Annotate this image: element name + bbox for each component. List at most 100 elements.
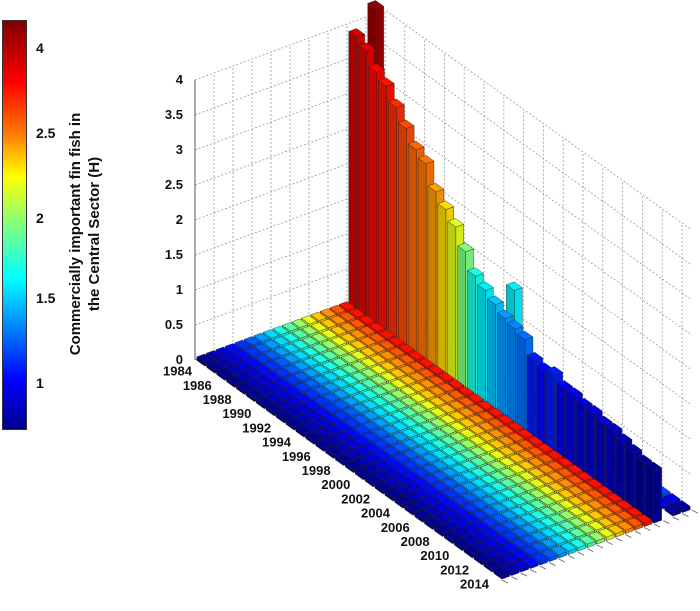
bar-side [497,312,506,418]
floor-tile-top [353,446,371,456]
floor-tile-top [470,467,488,477]
x-tick [520,572,528,577]
x-tick [587,548,594,553]
floor-tile-top [408,350,425,361]
floor-tile-top [508,464,526,474]
floor-tile-top [531,552,549,562]
floor-tile-top [392,453,410,463]
floor-tile-top [418,379,436,389]
floor-tile-top [390,389,408,399]
floor-tile-top [597,528,615,538]
floor-tile-top [547,460,564,471]
floor-tile-top [478,421,495,431]
bar-top [556,380,573,390]
bar-side [576,400,585,474]
floor-tile-top [284,385,301,395]
floor-tile-top [480,474,497,484]
floor-tile-top [527,446,545,456]
floor-tile-top [343,417,360,427]
floor-tile-top [364,463,381,473]
floor-tile-top [511,527,528,538]
floor-tile-top [323,403,341,413]
bar-side [487,298,496,410]
floor-tile-top [473,552,491,562]
bar-top [615,433,633,443]
floor-tile-top [489,471,507,481]
bar-front [653,467,662,524]
floor-tile-top [467,393,485,403]
floor-tile-top [530,531,548,541]
floor-tile-top [305,431,322,441]
floor-tile-top [363,453,381,463]
floor-tile-top [264,382,282,392]
bar-side [427,185,437,368]
floor-tile-top [310,311,328,321]
floor-tile-top [423,506,441,516]
floor-tile-top [343,428,361,438]
floor-tile-top [497,414,514,424]
floor-tile-top [483,559,501,569]
bar-top [407,140,425,150]
bar-top [367,0,385,10]
floor-tile-top [501,531,519,541]
z-tick-label: 3 [176,142,183,157]
floor-tile-top [548,492,566,502]
floor-tile-top [361,389,379,399]
floor-tile-top [325,446,342,456]
bar-top [368,63,385,73]
floor-tile-top [274,378,292,388]
bar-side [447,220,457,382]
floor-tile-top [374,470,391,481]
floor-tile-top [431,471,449,481]
floor-tile-top [443,520,461,530]
floor-tile-top [452,495,469,506]
floor-tile-top [408,372,426,382]
floor-tile-top [578,535,596,545]
floor-tile-top [433,524,451,534]
floor-tile-top [596,485,613,495]
floor-tile-top [414,509,431,520]
floor-tile-top [459,428,476,438]
z-tick-label: 1 [176,282,183,297]
floor-tile-top [509,474,526,485]
floor-tile-top [479,443,496,453]
floor-tile-top [418,358,435,368]
floor-tile-top [398,343,415,353]
floor-tile-top [384,488,402,498]
floor-tile-top [363,432,380,442]
floor-tile-top [389,379,407,389]
floor-tile-top [558,499,575,509]
floor-tile-top [512,559,530,569]
x-tick [672,516,680,521]
floor-tile-top [285,417,303,427]
floor-tile-top [448,389,465,400]
floor-tile-top [437,372,455,382]
bar-top [566,387,583,397]
floor-tile-top [295,424,313,434]
floor-tile-top [517,450,535,460]
floor-tile-top [373,460,391,470]
floor-tile-top [411,446,429,456]
floor-tile-top [438,393,456,403]
floor-tile-top [265,403,283,413]
floor-tile-top [606,503,624,513]
z-tick-label: 1.5 [165,247,183,262]
floor-tile-top [264,361,281,371]
floor-tile-top [273,357,291,367]
floor-tile-top [311,343,329,353]
bar-top [605,422,623,432]
floor-tile-top [291,329,309,339]
floor-tile-top [314,428,332,438]
floor-tile-top [226,375,243,385]
floor-tile-top [449,432,467,442]
floor-tile-top [293,382,311,392]
floor-tile-top [353,424,370,435]
floor-tile-top [469,446,487,456]
floor-tile-top [520,513,537,523]
floor-tile-top [294,403,312,413]
floor-tile-top [245,389,263,399]
floor-tile-top [362,421,380,431]
floor-tile-top [338,301,356,311]
floor-tile-top [383,467,401,477]
floor-tile-top [329,304,347,314]
